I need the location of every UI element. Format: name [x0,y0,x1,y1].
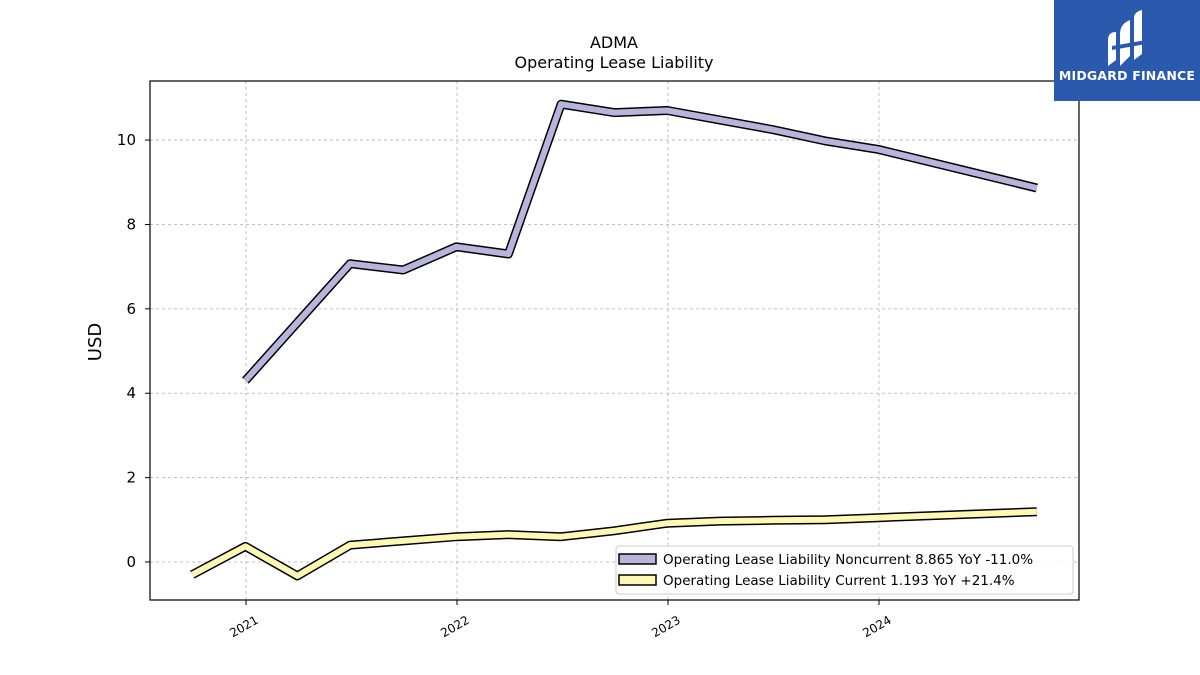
chart-subtitle: Operating Lease Liability [514,53,713,72]
legend-label: Operating Lease Liability Noncurrent 8.8… [663,552,1033,568]
x-tick-label: 2023 [649,613,682,640]
y-axis-label: USD [85,323,106,361]
legend-box [615,545,1074,595]
series-lines [190,99,1038,581]
plot-frame [149,80,1080,601]
legend-swatch [618,574,657,586]
y-tick-label: 8 [126,215,136,233]
grid [150,81,1079,600]
brand-logo: MIDGARD FINANCE [1054,0,1200,101]
x-tick-label: 2021 [227,613,260,640]
y-tick-label: 4 [126,384,136,402]
series-line-0 [243,101,1038,383]
x-tick-label: 2022 [438,613,471,640]
y-tick-label: 6 [126,300,136,318]
y-tick-label: 0 [126,553,136,571]
x-tick-label: 2024 [860,613,893,640]
y-tick-label: 2 [126,469,136,487]
series-line-1 [190,508,1037,579]
y-tick-label: 10 [117,131,136,149]
series-line-outline-0 [242,99,1038,384]
logo-text: MIDGARD FINANCE [1058,68,1196,83]
legend: Operating Lease Liability Noncurrent 8.8… [615,545,1074,595]
legend-label: Operating Lease Liability Current 1.193 … [663,573,1015,589]
midgard-logo-mark-icon [1108,10,1146,66]
chart-title: ADMA [590,33,638,52]
legend-swatch [618,553,657,565]
